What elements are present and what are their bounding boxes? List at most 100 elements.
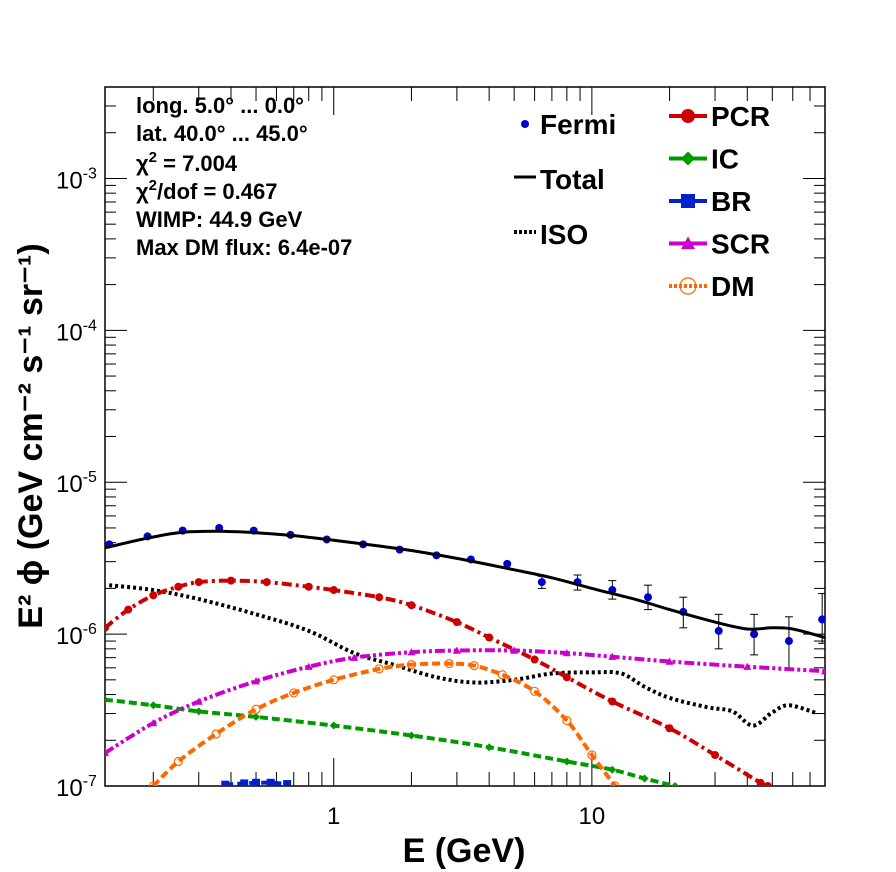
- series-pcr: [105, 576, 772, 786]
- y-tick-label: 10-7: [56, 773, 97, 802]
- series-br: [221, 778, 292, 786]
- pcr-marker: [562, 673, 571, 682]
- legend-left: Fermi Total ISO: [514, 109, 616, 250]
- legend-item-fermi: Fermi: [521, 109, 616, 140]
- legend-item-dm: DM: [669, 271, 755, 302]
- pcr-marker: [174, 582, 183, 591]
- ic-marker: [329, 721, 338, 730]
- br-marker: [240, 779, 249, 786]
- legend-label: PCR: [711, 101, 770, 132]
- dm-marker: [497, 670, 507, 680]
- dm-marker: [289, 688, 299, 698]
- ic-marker: [105, 695, 109, 704]
- legend-label: SCR: [711, 229, 770, 260]
- x-tick-label: 10: [579, 803, 606, 830]
- pcr-marker: [763, 782, 772, 786]
- series-fermi: [105, 523, 825, 671]
- annotation-latitude: lat. 40.0° ... 45.0°: [136, 121, 308, 146]
- dm-marker: [173, 756, 183, 767]
- dm-marker: [148, 781, 158, 786]
- scr-marker: [608, 652, 617, 660]
- legend-label: IC: [711, 144, 739, 175]
- br-marker: [283, 780, 292, 786]
- total-line: [105, 529, 825, 639]
- pcr-marker: [452, 618, 461, 627]
- pcr-marker: [608, 697, 617, 706]
- fit-annotations: long. 5.0° ... 0.0° lat. 40.0° ... 45.0°…: [136, 93, 352, 260]
- pcr-marker: [124, 605, 133, 614]
- pcr-marker: [375, 593, 384, 602]
- scr-marker: [407, 648, 416, 656]
- ic-marker: [485, 743, 494, 752]
- legend-marker: [681, 194, 695, 208]
- ic-marker: [252, 712, 261, 721]
- legend-marker: [679, 277, 697, 295]
- br-marker: [221, 780, 230, 786]
- br-marker: [266, 778, 275, 786]
- scr-marker: [304, 662, 313, 670]
- dm-marker: [587, 750, 597, 760]
- legend-item-br: BR: [669, 186, 751, 217]
- pcr-line: [105, 578, 770, 786]
- scr-marker: [194, 697, 203, 705]
- y-tick-label: 10-3: [56, 165, 97, 194]
- legend-label: Total: [540, 164, 605, 195]
- br-marker: [252, 778, 261, 786]
- fermi-point: [537, 578, 546, 587]
- ic-line: [105, 697, 676, 786]
- dm-marker: [562, 715, 572, 726]
- series-layer: [105, 523, 825, 786]
- ic-marker: [640, 774, 649, 783]
- x-tick-label: 1: [327, 803, 340, 830]
- scr-marker: [105, 748, 109, 757]
- annotation-chi2-dof: χ2/dof = 0.467: [136, 177, 277, 204]
- ic-marker: [671, 782, 680, 786]
- scr-marker: [510, 646, 519, 654]
- annotation-chi2: χ2 = 7.004: [136, 149, 238, 176]
- fermi-point: [714, 626, 723, 635]
- pcr-marker: [262, 578, 271, 587]
- annotation-wimp-mass: WIMP: 44.9 GeV: [136, 207, 303, 232]
- scr-marker: [665, 657, 674, 665]
- y-tick-label: 10-6: [56, 621, 97, 650]
- scr-marker: [149, 718, 158, 727]
- chi2-exponent: 2: [149, 149, 157, 166]
- ic-marker: [562, 757, 571, 766]
- legend-label: Fermi: [540, 109, 616, 140]
- pcr-marker: [304, 582, 313, 591]
- axis-ticks: 1 10 10-7 10-6 10-5 10-4 10-3: [56, 86, 826, 830]
- scr-marker: [252, 677, 261, 685]
- y-axis-title: E² ϕ (GeV cm⁻² s⁻¹ sr⁻¹): [12, 243, 50, 628]
- pcr-marker: [329, 586, 338, 595]
- legend-label: BR: [711, 186, 751, 217]
- legend-item-ic: IC: [669, 144, 739, 175]
- series-dm: [148, 658, 620, 786]
- pcr-marker: [665, 724, 674, 733]
- annotation-max-dm-flux: Max DM flux: 6.4e-07: [136, 235, 352, 260]
- pcr-marker: [485, 633, 494, 642]
- legend-label: DM: [711, 271, 755, 302]
- dm-marker: [251, 704, 261, 714]
- legend-item-iso: ISO: [514, 219, 588, 250]
- series-iso: [108, 583, 819, 728]
- legend-right: PCR IC BR SCR DM: [669, 101, 770, 302]
- dm-marker: [610, 781, 620, 786]
- pcr-marker: [530, 655, 539, 664]
- series-ic: [105, 695, 680, 786]
- chi2dof-exponent: 2: [149, 177, 157, 194]
- y-tick-label: 10-4: [56, 317, 97, 346]
- scr-marker: [350, 653, 359, 661]
- dm-marker: [469, 661, 479, 671]
- ic-marker: [149, 701, 158, 710]
- series-total: [105, 529, 825, 639]
- scr-marker: [562, 649, 571, 657]
- scr-marker: [452, 646, 461, 654]
- fermi-point: [784, 637, 793, 646]
- scr-marker: [743, 662, 752, 670]
- fermi-point: [750, 630, 759, 639]
- legend-item-scr: SCR: [669, 229, 770, 260]
- pcr-marker: [756, 778, 765, 786]
- pcr-marker: [227, 576, 236, 585]
- series-scr: [105, 646, 825, 757]
